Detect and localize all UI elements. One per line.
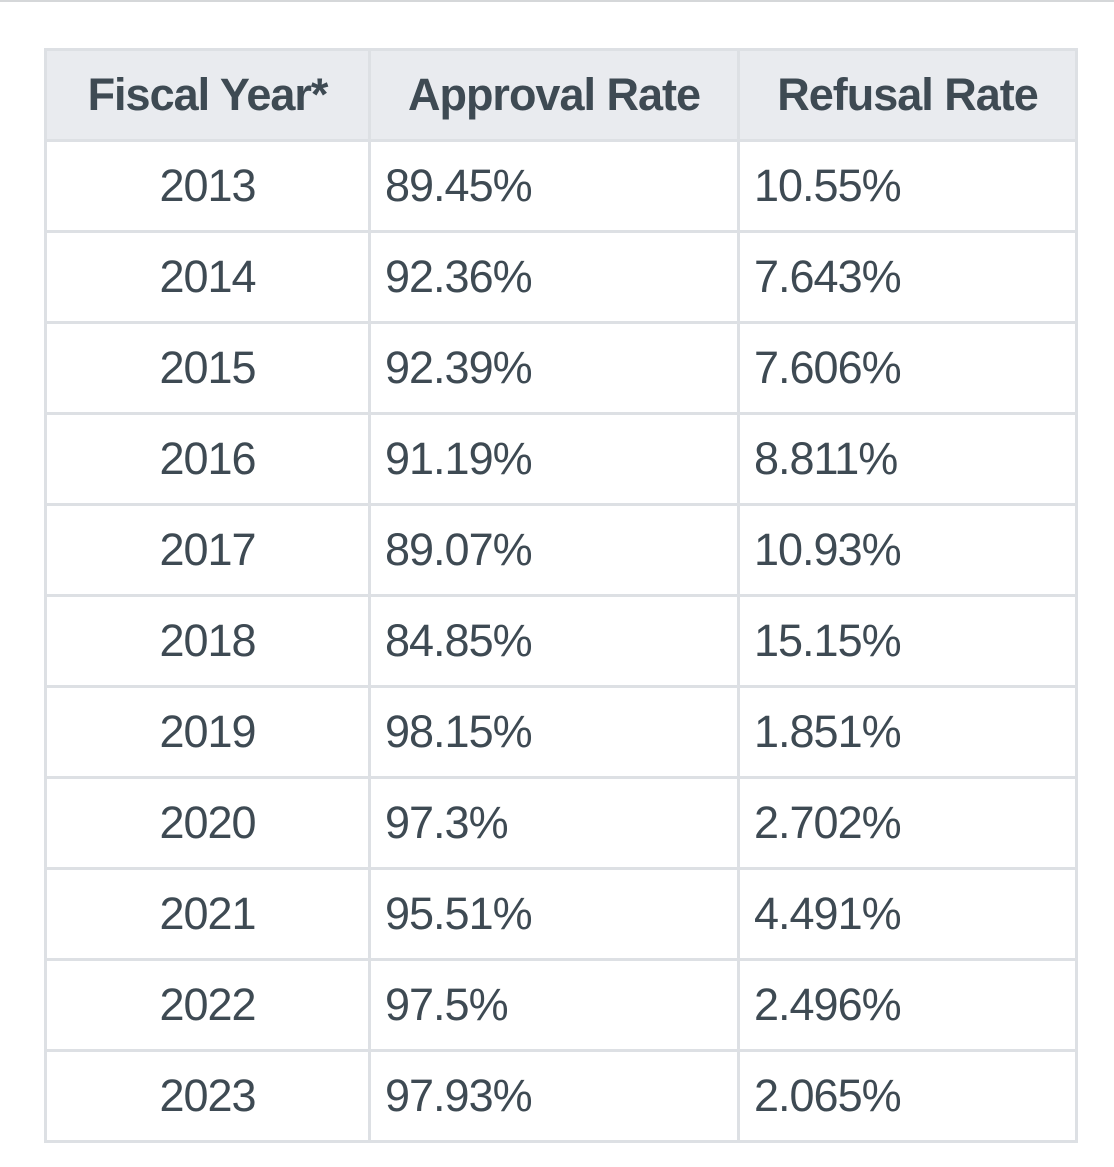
table-row: 2013 89.45% 10.55%	[44, 139, 1078, 233]
refusal-rate-cell: 10.93%	[737, 503, 1078, 597]
approval-rate-cell: 92.36%	[368, 230, 740, 324]
year-cell: 2014	[44, 230, 371, 324]
approval-rate-cell: 97.3%	[368, 776, 740, 870]
year-cell: 2015	[44, 321, 371, 415]
fiscal-rates-table-container: Fiscal Year* Approval Rate Refusal Rate …	[44, 48, 1078, 1143]
refusal-rate-cell: 8.811%	[737, 412, 1078, 506]
year-cell: 2022	[44, 958, 371, 1052]
approval-rate-cell: 97.5%	[368, 958, 740, 1052]
refusal-rate-cell: 7.606%	[737, 321, 1078, 415]
table-row: 2023 97.93% 2.065%	[44, 1049, 1078, 1143]
refusal-rate-cell: 7.643%	[737, 230, 1078, 324]
table-body: 2013 89.45% 10.55% 2014 92.36% 7.643% 20…	[44, 139, 1078, 1143]
approval-rate-cell: 89.07%	[368, 503, 740, 597]
table-row: 2015 92.39% 7.606%	[44, 321, 1078, 415]
year-cell: 2013	[44, 139, 371, 233]
table-row: 2014 92.36% 7.643%	[44, 230, 1078, 324]
table-row: 2018 84.85% 15.15%	[44, 594, 1078, 688]
approval-rate-cell: 84.85%	[368, 594, 740, 688]
refusal-rate-cell: 2.702%	[737, 776, 1078, 870]
refusal-rate-cell: 4.491%	[737, 867, 1078, 961]
year-cell: 2023	[44, 1049, 371, 1143]
refusal-rate-cell: 15.15%	[737, 594, 1078, 688]
table-row: 2017 89.07% 10.93%	[44, 503, 1078, 597]
year-cell: 2018	[44, 594, 371, 688]
approval-rate-cell: 91.19%	[368, 412, 740, 506]
year-cell: 2020	[44, 776, 371, 870]
year-cell: 2021	[44, 867, 371, 961]
year-cell: 2019	[44, 685, 371, 779]
refusal-rate-cell: 2.496%	[737, 958, 1078, 1052]
fiscal-rates-table: Fiscal Year* Approval Rate Refusal Rate …	[44, 48, 1078, 1143]
col-header-fiscal-year: Fiscal Year*	[44, 48, 371, 142]
refusal-rate-cell: 2.065%	[737, 1049, 1078, 1143]
year-cell: 2016	[44, 412, 371, 506]
page-top-divider	[0, 0, 1114, 2]
approval-rate-cell: 89.45%	[368, 139, 740, 233]
table-row: 2016 91.19% 8.811%	[44, 412, 1078, 506]
refusal-rate-cell: 1.851%	[737, 685, 1078, 779]
table-header-row: Fiscal Year* Approval Rate Refusal Rate	[44, 48, 1078, 142]
table-row: 2022 97.5% 2.496%	[44, 958, 1078, 1052]
col-header-refusal-rate: Refusal Rate	[737, 48, 1078, 142]
year-cell: 2017	[44, 503, 371, 597]
approval-rate-cell: 97.93%	[368, 1049, 740, 1143]
approval-rate-cell: 95.51%	[368, 867, 740, 961]
approval-rate-cell: 98.15%	[368, 685, 740, 779]
table-row: 2019 98.15% 1.851%	[44, 685, 1078, 779]
table-row: 2020 97.3% 2.702%	[44, 776, 1078, 870]
approval-rate-cell: 92.39%	[368, 321, 740, 415]
col-header-approval-rate: Approval Rate	[368, 48, 740, 142]
refusal-rate-cell: 10.55%	[737, 139, 1078, 233]
table-row: 2021 95.51% 4.491%	[44, 867, 1078, 961]
